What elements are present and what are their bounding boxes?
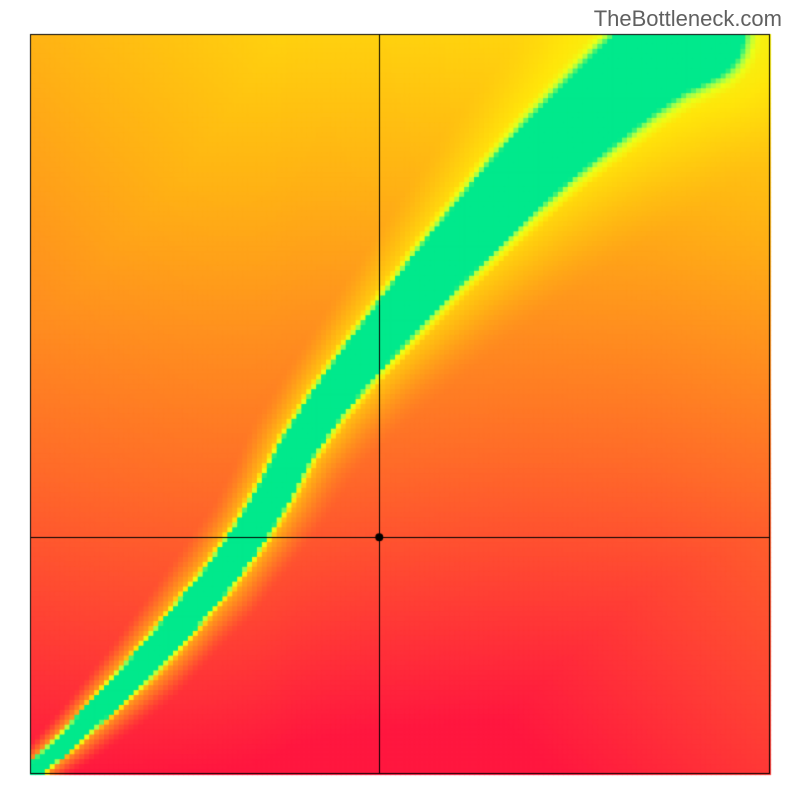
bottleneck-heatmap (0, 0, 800, 800)
watermark-text: TheBottleneck.com (594, 6, 782, 32)
chart-container: TheBottleneck.com (0, 0, 800, 800)
